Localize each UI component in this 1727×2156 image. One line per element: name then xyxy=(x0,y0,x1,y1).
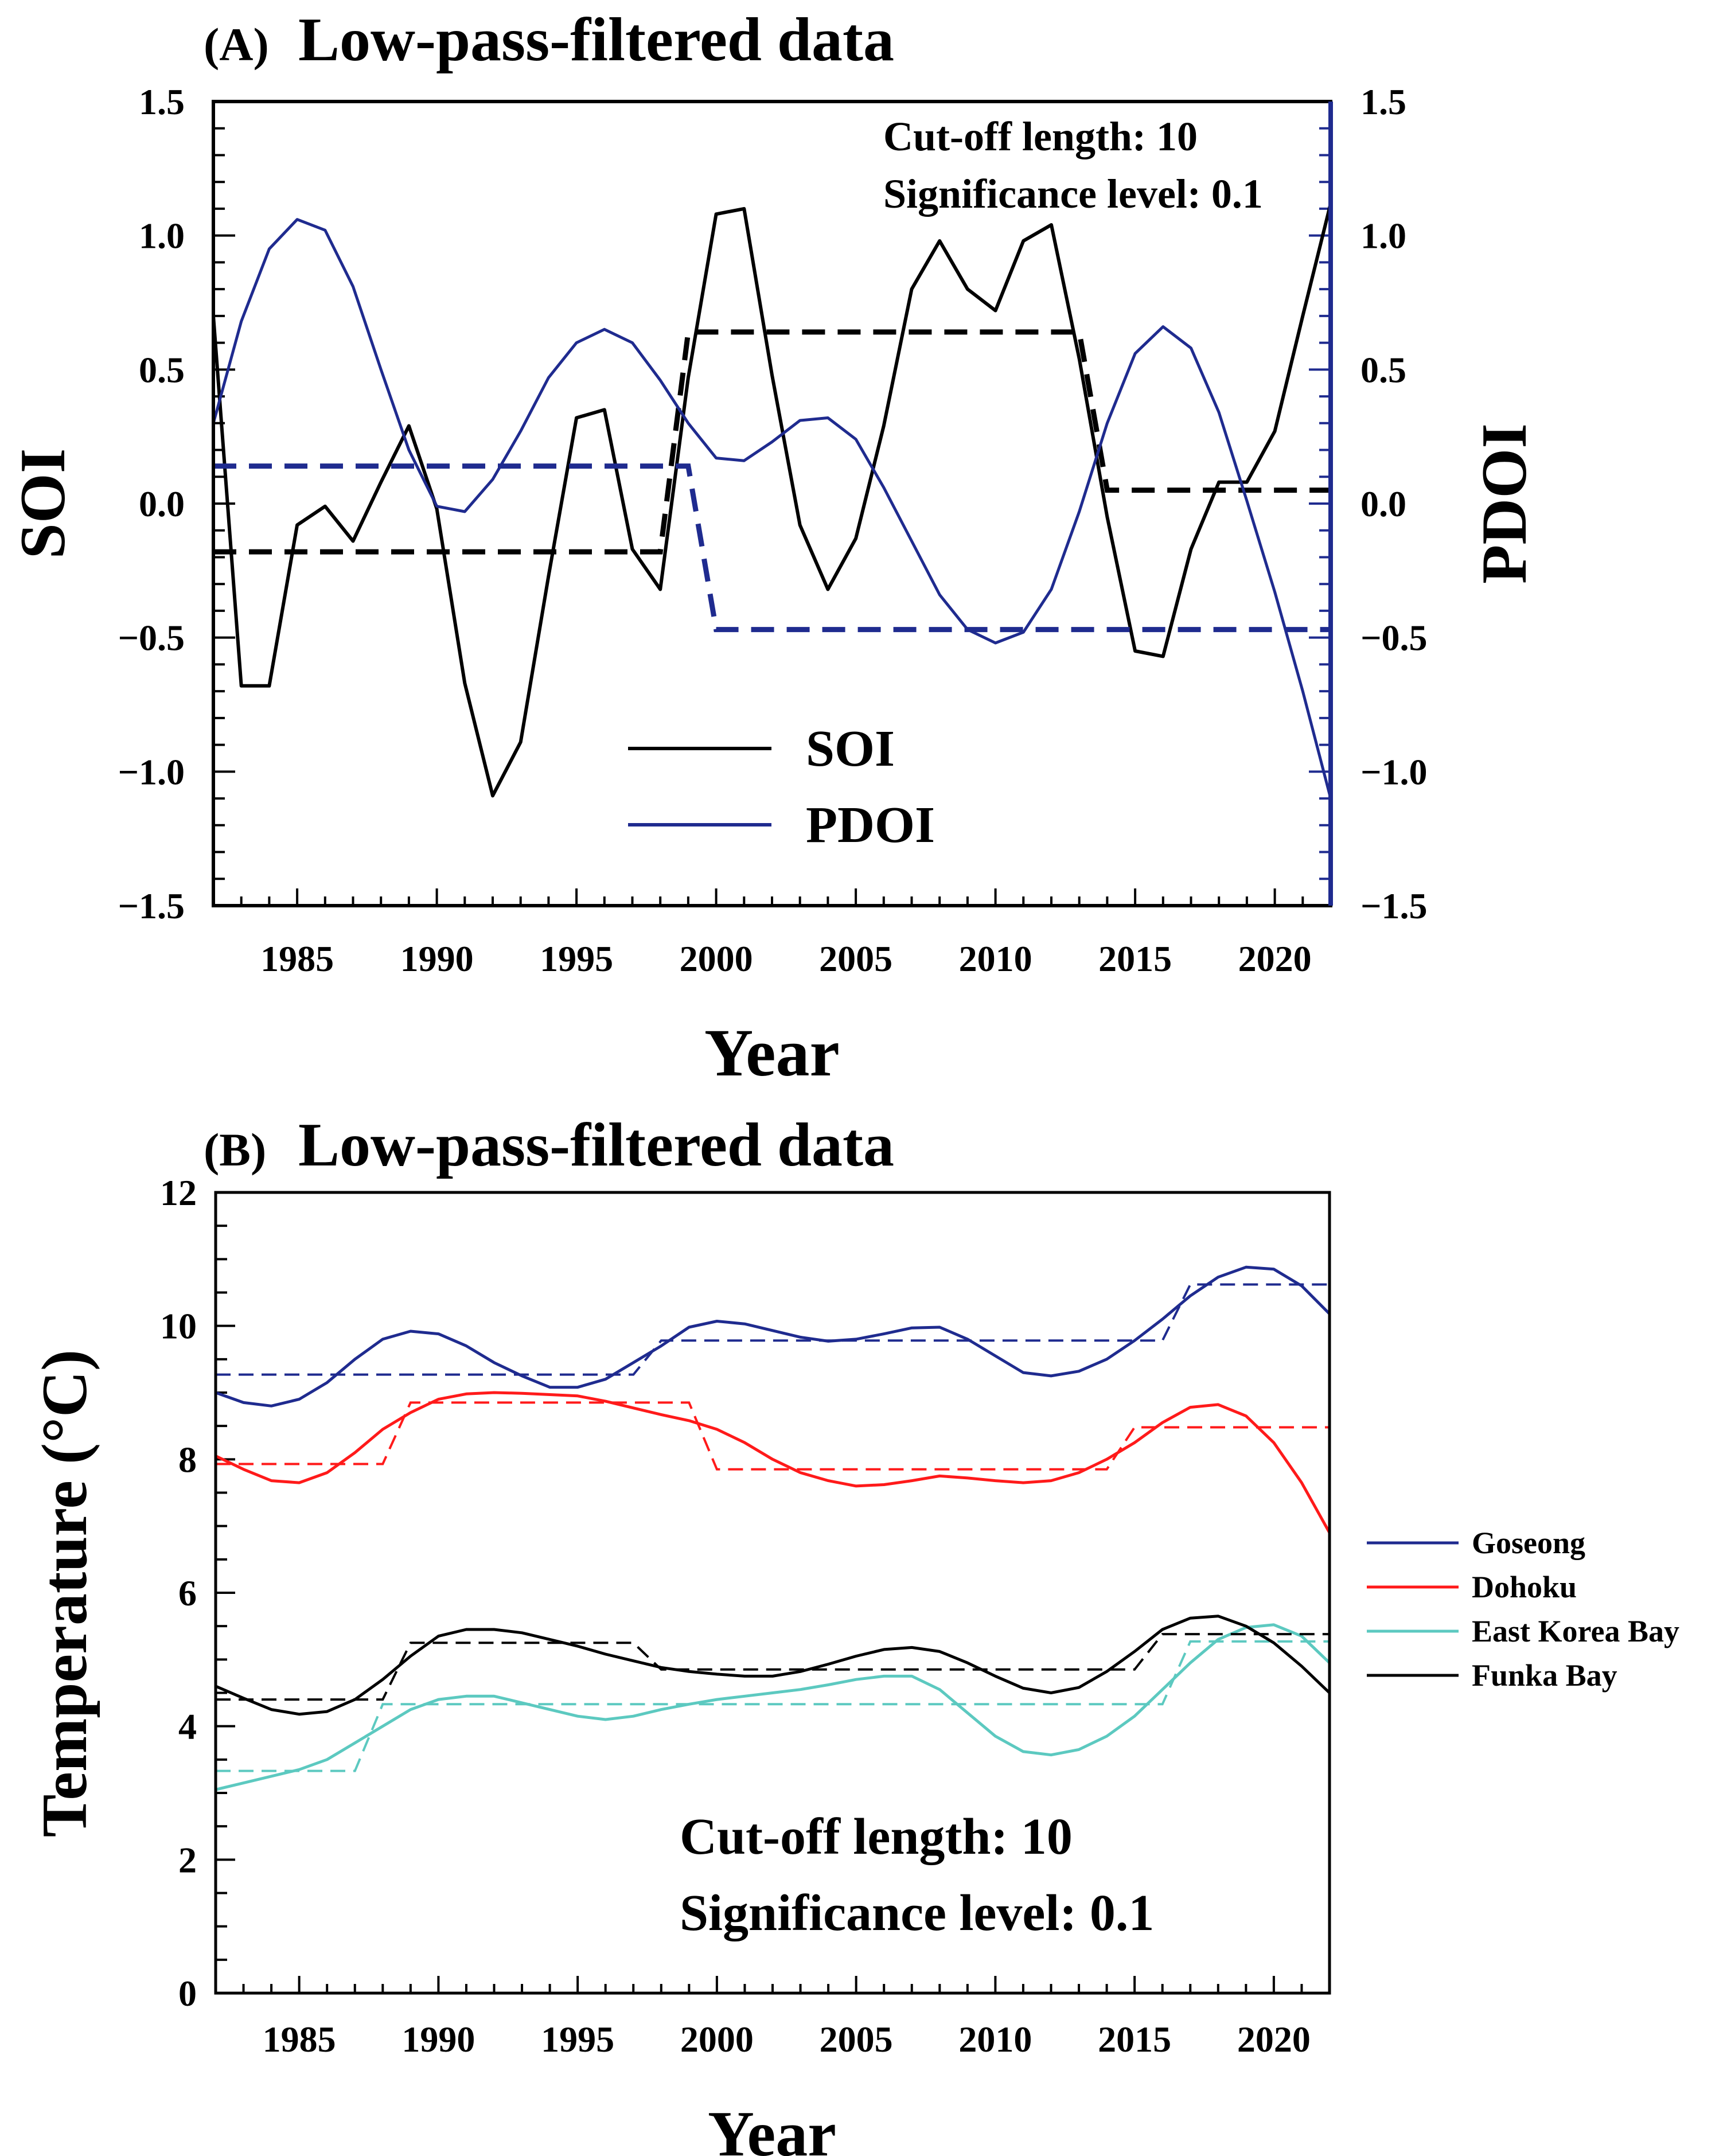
b-dohoku-step-line xyxy=(216,1401,1330,1471)
legend-east-korea-bay-label: East Korea Bay xyxy=(1472,1614,1679,1648)
b-x-tick-label: 2010 xyxy=(958,2019,1032,2060)
a-y-left-tick-label: 0.5 xyxy=(139,349,185,390)
panel-a-y-right-label: PDOI xyxy=(1469,423,1540,584)
b-y-tick-label: 0 xyxy=(178,1973,197,2014)
panel-a-label: (A) xyxy=(204,18,269,71)
a-pdoi-line xyxy=(212,218,1332,799)
legend-dohoku-label: Dohoku xyxy=(1472,1570,1577,1604)
panel-a-plot-frame xyxy=(212,100,1332,907)
a-y-right-tick-label: 1.0 xyxy=(1360,216,1406,256)
a-x-tick-label: 2015 xyxy=(1098,938,1172,979)
panel-b-y-label: Temperature (°C) xyxy=(29,1350,100,1837)
panel-a-title: Low-pass-filtered data xyxy=(298,6,894,74)
a-x-tick-label: 1995 xyxy=(540,938,613,979)
b-x-tick-label: 1985 xyxy=(263,2019,336,2060)
panel-a-y-right-tick-labels: −1.5 −1.0 −0.5 0.0 0.5 1.0 1.5 xyxy=(1360,81,1427,926)
a-soi-line xyxy=(212,202,1332,798)
panel-a-series xyxy=(212,202,1332,799)
b-y-tick-label: 6 xyxy=(178,1573,197,1613)
a-y-right-tick-label: 1.5 xyxy=(1360,81,1406,122)
panel-b-annotation-cutoff: Cut-off length: 10 xyxy=(680,1808,1073,1865)
a-y-left-tick-label: 0.0 xyxy=(139,484,185,524)
b-x-tick-label: 2000 xyxy=(680,2019,754,2060)
legend-soi-label: SOI xyxy=(806,720,895,777)
panel-b-plot-frame xyxy=(214,1191,1331,1995)
a-y-right-tick-label: −1.0 xyxy=(1360,751,1427,792)
legend-goseong-label: Goseong xyxy=(1472,1526,1585,1560)
b-funka-bay-step-line xyxy=(216,1633,1330,1701)
b-goseong-line xyxy=(215,1265,1331,1408)
panel-b-ticks xyxy=(215,1191,1331,1994)
panel-b-annotation-significance: Significance level: 0.1 xyxy=(680,1885,1154,1941)
a-soi-step-line xyxy=(213,329,1331,555)
panel-b-y-tick-labels: 0 2 4 6 8 10 12 xyxy=(160,1172,197,2014)
b-y-tick-label: 10 xyxy=(160,1306,197,1347)
panel-b-legend: Goseong Dohoku East Korea Bay Funka Bay xyxy=(1367,1526,1679,1693)
b-y-tick-label: 8 xyxy=(178,1439,197,1480)
panel-a-legend: SOI PDOI xyxy=(628,720,935,853)
panel-a-annotation-cutoff: Cut-off length: 10 xyxy=(883,114,1198,159)
a-x-tick-label: 1990 xyxy=(400,938,474,979)
b-dohoku-line xyxy=(215,1391,1331,1534)
b-funka-bay-line xyxy=(215,1615,1331,1716)
panel-b: (B) Low-pass-filtered data 0 2 4 6 8 10 12 198… xyxy=(29,1111,1679,2156)
a-y-right-tick-label: −0.5 xyxy=(1360,618,1427,658)
panel-a: (A) Low-pass-filtered data −1.5 −1.0 −0.5 0… xyxy=(7,6,1540,1090)
panel-b-x-tick-labels: 1985 1990 1995 2000 2005 2010 2015 2020 xyxy=(263,2019,1311,2060)
a-x-tick-label: 2020 xyxy=(1238,938,1312,979)
a-y-left-tick-label: 1.0 xyxy=(139,216,185,256)
panel-a-x-tick-labels: 1985 1990 1995 2000 2005 2010 2015 2020 xyxy=(260,938,1312,979)
a-y-left-tick-label: −1.5 xyxy=(118,886,185,926)
b-x-tick-label: 2015 xyxy=(1098,2019,1171,2060)
a-x-tick-label: 2005 xyxy=(819,938,892,979)
panel-b-x-label: Year xyxy=(708,2099,836,2156)
panel-a-x-label: Year xyxy=(704,1015,840,1090)
b-x-tick-label: 1995 xyxy=(541,2019,614,2060)
a-y-left-tick-label: 1.5 xyxy=(139,81,185,122)
a-x-tick-label: 1985 xyxy=(260,938,334,979)
b-east-korea-bay-line xyxy=(215,1623,1331,1791)
panel-a-ticks xyxy=(212,100,1332,907)
b-y-tick-label: 12 xyxy=(160,1172,197,1213)
panel-b-label: (B) xyxy=(204,1124,266,1176)
panel-b-title: Low-pass-filtered data xyxy=(298,1111,894,1179)
a-x-tick-label: 2000 xyxy=(680,938,753,979)
a-x-tick-label: 2010 xyxy=(959,938,1032,979)
a-y-left-tick-label: −1.0 xyxy=(118,751,185,792)
b-goseong-step-line xyxy=(216,1283,1330,1376)
b-y-tick-label: 4 xyxy=(178,1706,197,1747)
b-east-korea-bay-step-line xyxy=(216,1640,1330,1772)
panel-a-annotation-significance: Significance level: 0.1 xyxy=(883,171,1263,217)
panel-a-y-left-tick-labels: −1.5 −1.0 −0.5 0.0 0.5 1.0 1.5 xyxy=(118,81,185,926)
panel-a-y-left-label: SOI xyxy=(7,449,79,559)
panel-b-series xyxy=(215,1265,1331,1791)
a-y-right-tick-label: −1.5 xyxy=(1360,886,1427,926)
legend-pdoi-label: PDOI xyxy=(806,797,935,853)
a-y-left-tick-label: −0.5 xyxy=(118,618,185,658)
b-x-tick-label: 1990 xyxy=(401,2019,475,2060)
b-x-tick-label: 2020 xyxy=(1237,2019,1311,2060)
a-y-right-tick-label: 0.0 xyxy=(1360,484,1406,524)
b-x-tick-label: 2005 xyxy=(820,2019,893,2060)
a-y-right-tick-label: 0.5 xyxy=(1360,349,1406,390)
legend-funka-bay-label: Funka Bay xyxy=(1472,1658,1617,1693)
b-y-tick-label: 2 xyxy=(178,1839,197,1880)
a-pdoi-step-line xyxy=(213,463,1331,633)
